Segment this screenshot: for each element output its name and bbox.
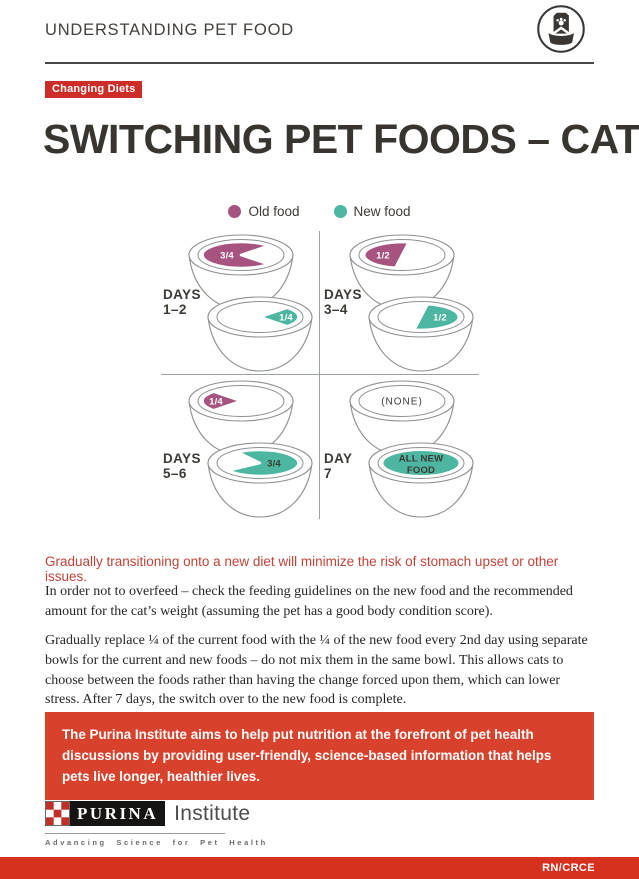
food-portion	[381, 449, 461, 477]
body-paragraph: In order not to overfeed – check the fee…	[45, 584, 573, 619]
portion-label: 1/4	[279, 313, 293, 324]
portion-label: (NONE)	[381, 397, 423, 408]
bowl: 1/4	[188, 380, 294, 456]
portion-label: ALL NEW	[399, 454, 444, 465]
diagram-quadrant: DAYS 5–6 1/4 3/4	[159, 375, 320, 521]
page-title: SWITCHING PET FOODS – CATS	[43, 116, 639, 162]
category-badge: Changing Diets	[45, 81, 143, 98]
portion-label: 1/2	[376, 251, 390, 262]
bottom-bar: RN/CRCE	[0, 857, 639, 879]
diagram-quadrant: DAY 7 (NONE) ALL NEW FOOD	[320, 375, 481, 521]
logo-row: PURINA Institute	[45, 801, 265, 826]
quadrant-day-label: DAYS	[163, 287, 201, 302]
legend-item: New food	[333, 204, 411, 219]
page-kicker: UNDERSTANDING PET FOOD	[45, 21, 294, 39]
institute-wordmark: Institute	[174, 801, 251, 825]
bowl: 1/4	[207, 296, 313, 372]
legend-label: New food	[353, 204, 411, 219]
legend: Old food New food	[0, 204, 639, 219]
highlight-text: Gradually transitioning onto a new diet …	[45, 554, 559, 584]
pet-food-bag-icon	[535, 3, 587, 55]
logo-divider	[45, 833, 225, 834]
bowl: 1/2	[349, 234, 455, 310]
purina-wordmark: PURINA	[70, 801, 166, 826]
portion-label: FOOD	[407, 465, 435, 476]
purina-institute-logo: PURINA Institute Advancing Science for P…	[45, 801, 265, 847]
header-divider	[45, 62, 594, 64]
purina-checkerboard-icon	[45, 801, 70, 826]
portion-label: 3/4	[220, 251, 234, 262]
diagram-quadrant: DAYS 3–4 1/2 1/2	[320, 229, 481, 375]
quadrant-day-label: 5–6	[163, 466, 187, 481]
quadrant-day-label: DAY	[324, 451, 352, 466]
food-portion	[201, 390, 243, 412]
food-portion	[413, 302, 461, 332]
quadrant-day-label: 1–2	[163, 302, 187, 317]
bowl: (NONE)	[349, 380, 455, 456]
body-paragraph: Gradually replace ¼ of the current food …	[45, 632, 588, 708]
portion-label: 1/4	[209, 397, 223, 408]
quadrant-grid: DAYS 1–2 3/4 1/4 DAYS 3–4 1/2 1/2 DAYS 5–6 1/4 3/4 D…	[159, 229, 481, 521]
legend-dot-icon	[333, 205, 347, 218]
legend-label: Old food	[248, 204, 300, 219]
logo-tagline: Advancing Science for Pet Health	[45, 838, 268, 847]
portion-label: 1/2	[433, 313, 447, 324]
bowl: 1/2	[368, 296, 474, 372]
diagram-divider-horizontal	[161, 374, 479, 375]
food-portion	[227, 448, 300, 478]
diagram-divider-vertical	[319, 231, 320, 519]
quadrant-day-label: 3–4	[324, 302, 348, 317]
doc-code: RN/CRCE	[542, 862, 595, 874]
diagram-quadrant: DAYS 1–2 3/4 1/4	[159, 229, 320, 375]
quadrant-day-label: DAYS	[324, 287, 362, 302]
legend-dot-icon	[228, 205, 242, 218]
food-portion	[201, 240, 270, 270]
quadrant-day-label: 7	[324, 466, 332, 481]
bowl: 3/4	[207, 442, 313, 518]
food-portion	[258, 306, 300, 328]
portion-label: 3/4	[267, 459, 281, 470]
food-portion	[362, 240, 410, 270]
legend-item: Old food	[228, 204, 300, 219]
callout-box: The Purina Institute aims to help put nu…	[45, 712, 594, 801]
quadrant-day-label: DAYS	[163, 451, 201, 466]
transition-diagram: DAYS 1–2 3/4 1/4 DAYS 3–4 1/2 1/2 DAYS 5–6 1/4 3/4 D…	[159, 229, 481, 521]
